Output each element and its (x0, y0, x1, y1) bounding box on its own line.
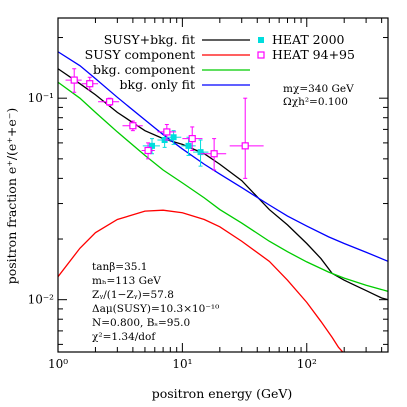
data-point (182, 126, 203, 152)
data-point (122, 120, 143, 132)
legend-label: SUSY component (85, 47, 195, 62)
data-point (141, 142, 155, 160)
y-tick-label: 10⁻² (28, 293, 55, 307)
x-tick-label: 10¹ (172, 357, 192, 371)
legend-label: HEAT 2000 (272, 32, 345, 47)
plot-frame (57, 17, 389, 353)
legend-label: HEAT 94+95 (272, 47, 355, 62)
param-line: χ²=1.34/dof (92, 331, 156, 343)
legend-label: bkg. only fit (120, 77, 196, 92)
x-tick-label: 10² (297, 357, 317, 371)
series-line (58, 81, 388, 292)
data-point (200, 138, 227, 171)
data-point (193, 139, 209, 167)
x-tick-label: 10⁰ (48, 357, 68, 371)
param-line: Δaμ(SUSY)=10.3×10⁻¹⁰ (92, 303, 219, 315)
y-tick-label: 10⁻¹ (28, 91, 54, 105)
parameter-box: tanβ=35.1 mₕ=113 GeV Zᵧ/(1−Zᵧ)=57.8 Δaμ(… (92, 261, 219, 343)
data-point (65, 68, 82, 93)
legend-marker (257, 51, 265, 59)
param-line: Zᵧ/(1−Zᵧ)=57.8 (92, 289, 174, 301)
chart-data-points (65, 68, 264, 179)
y-axis-title: positron fraction e⁺/(e⁺+e⁻) (4, 108, 19, 285)
model-mass-label: mχ=340 GeV (283, 83, 354, 95)
data-point (98, 97, 120, 106)
series-line (58, 209, 344, 352)
series-line (58, 68, 388, 301)
model-relic-label: Ωχh²=0.100 (283, 96, 348, 108)
data-point (181, 136, 196, 156)
data-point (81, 76, 99, 91)
param-line: mₕ=113 GeV (92, 275, 161, 287)
chart-curves (58, 51, 388, 352)
legend-label: SUSY+bkg. fit (104, 32, 195, 47)
data-point (229, 97, 264, 179)
axis-ticks: 10⁰ 10¹ 10² 10⁻² 10⁻¹ (28, 18, 388, 371)
plot-border (57, 17, 389, 353)
legend-label: bkg. component (93, 62, 195, 77)
x-axis-title: positron energy (GeV) (152, 386, 293, 401)
model-box: mχ=340 GeV Ωχh²=0.100 (283, 83, 354, 108)
param-line: tanβ=35.1 (92, 261, 148, 273)
data-point (157, 124, 177, 141)
series-line (58, 51, 388, 262)
legend-marker (258, 37, 264, 43)
param-line: N=0.800, Bₛ=95.0 (92, 317, 190, 329)
data-point (166, 130, 182, 145)
